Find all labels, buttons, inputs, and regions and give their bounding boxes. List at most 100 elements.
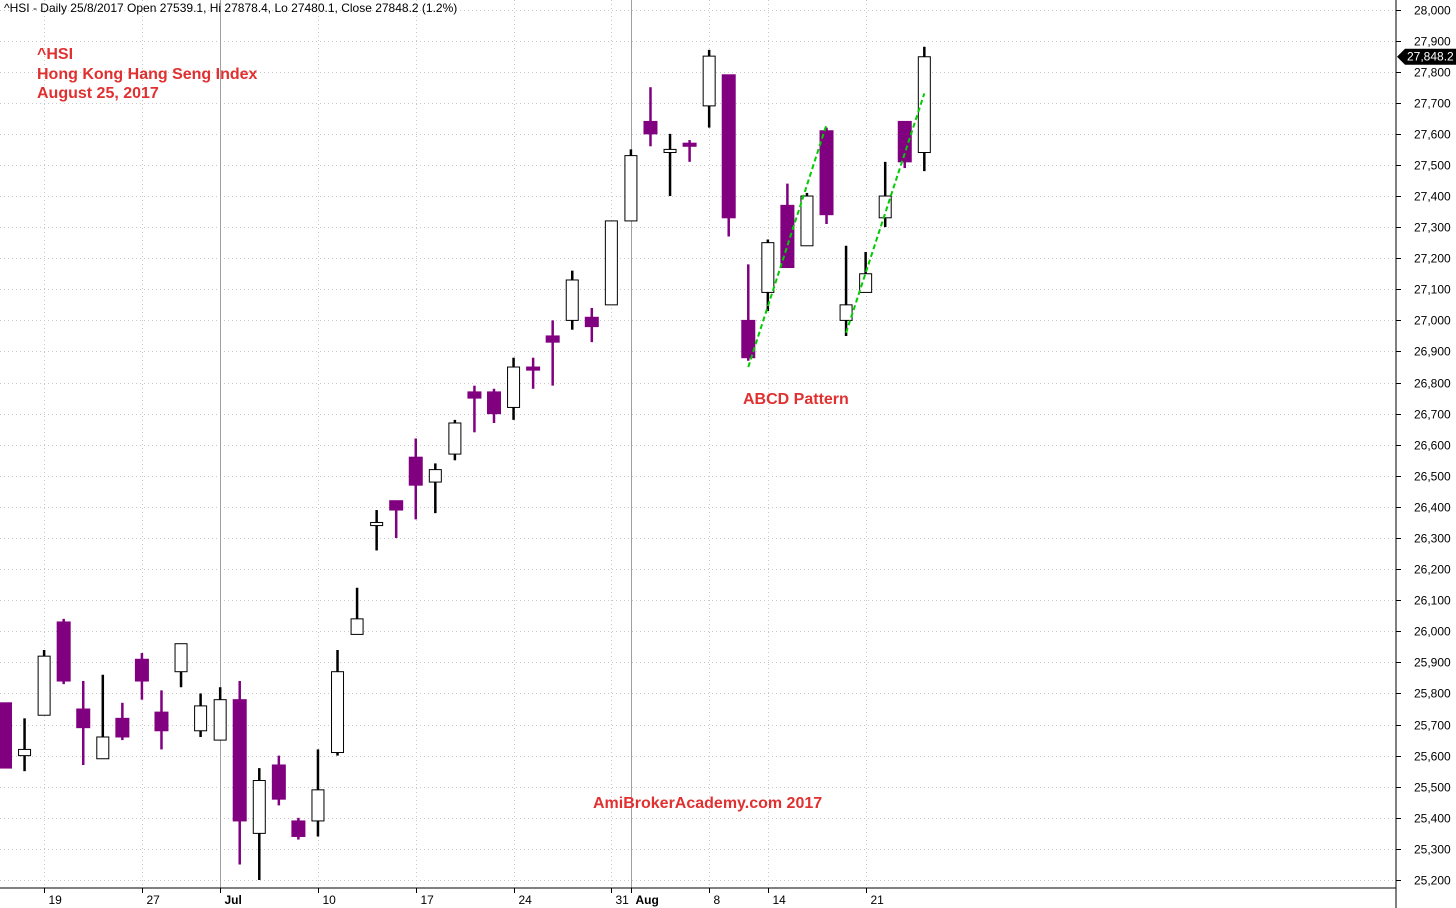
candle-body: [370, 521, 384, 527]
candle-body: [859, 273, 873, 293]
y-tick-label: 27,300: [1414, 221, 1451, 235]
candle-bearish: [897, 120, 912, 169]
y-tick-label: 26,600: [1414, 439, 1451, 453]
y-tick-label: 26,100: [1414, 594, 1451, 608]
candle-bullish: [448, 419, 462, 461]
y-tick-label: 26,200: [1414, 563, 1451, 577]
candle-bearish: [0, 702, 12, 769]
candle-bullish: [331, 649, 345, 756]
candle-bearish: [780, 183, 795, 269]
y-tick-label: 28,000: [1414, 4, 1451, 18]
x-tick-label: Jul: [225, 893, 242, 907]
candle-bearish: [291, 817, 306, 840]
candle-body: [741, 319, 756, 359]
candle-body: [467, 391, 482, 399]
y-tick-label: 26,800: [1414, 377, 1451, 391]
candle-body: [780, 204, 795, 269]
candle-body: [682, 142, 697, 147]
pattern-annotation: ABCD Pattern: [743, 391, 849, 408]
y-tick-label: 25,200: [1414, 874, 1451, 888]
candle-body: [428, 469, 442, 483]
y-tick-label: 27,100: [1414, 283, 1451, 297]
candle-body: [232, 699, 247, 822]
candle-body: [331, 671, 345, 754]
watermark: AmiBrokerAcademy.com 2017: [593, 795, 822, 812]
candle-body: [526, 366, 541, 371]
candle-bullish: [702, 49, 716, 128]
y-tick-label: 25,600: [1414, 750, 1451, 764]
candle-body: [721, 74, 736, 219]
x-tick-label: 10: [323, 893, 337, 907]
candle-body: [213, 699, 227, 741]
candle-body: [604, 220, 618, 306]
candle-bullish: [839, 245, 853, 336]
candle-bearish: [741, 264, 756, 361]
candle-body: [624, 155, 638, 222]
candle-bullish: [859, 251, 873, 293]
candle-body: [18, 748, 32, 757]
chart-info-line: ^HSI - Daily 25/8/2017 Open 27539.1, Hi …: [4, 1, 457, 15]
candle-body: [350, 618, 364, 635]
candle-bearish: [232, 681, 247, 865]
x-tick-label: 19: [49, 893, 63, 907]
y-axis: 25,200 25,300 25,400 25,500 25,600 25,700 25,8…: [1396, 4, 1451, 888]
candle-bearish: [408, 438, 423, 520]
x-tick-label: 24: [519, 893, 533, 907]
candle-bullish: [174, 643, 188, 688]
candle-body: [291, 820, 306, 837]
y-tick-label: 26,900: [1414, 345, 1451, 359]
candle-bearish: [682, 140, 697, 162]
y-tick-label: 26,700: [1414, 408, 1451, 422]
candle-bearish: [467, 385, 482, 433]
candle-body: [761, 242, 775, 293]
candle-body: [76, 708, 91, 729]
y-tick-label: 27,900: [1414, 35, 1451, 49]
candle-body: [545, 335, 560, 343]
candle-bullish: [917, 46, 931, 172]
candle-body: [819, 130, 834, 216]
y-tick-label: 27,600: [1414, 128, 1451, 142]
candle-body: [56, 621, 71, 682]
title-index-name: Hong Kong Hang Seng Index: [37, 66, 258, 83]
candle-bullish: [663, 133, 677, 197]
candle-body: [702, 55, 716, 107]
candle-body: [897, 120, 912, 163]
trendline: [747, 124, 828, 368]
candle-body: [507, 366, 521, 408]
candle-body: [389, 500, 404, 511]
y-tick-label: 25,900: [1414, 656, 1451, 670]
candle-bullish: [96, 674, 110, 760]
y-tick-label: 25,700: [1414, 719, 1451, 733]
candle-bearish: [389, 500, 404, 539]
candle-bearish: [545, 320, 560, 386]
candle-bullish: [878, 161, 892, 228]
candle-bearish: [487, 388, 501, 423]
candle-body: [584, 316, 599, 328]
candle-bullish: [252, 768, 266, 880]
candle-body: [408, 456, 423, 486]
candle-bearish: [154, 690, 169, 750]
y-tick-label: 25,500: [1414, 781, 1451, 795]
candle-bearish: [526, 357, 541, 389]
candle-bullish: [194, 693, 208, 737]
candle-bullish: [311, 749, 325, 837]
candle-body: [448, 422, 462, 455]
candle-body: [252, 780, 266, 834]
candle-body: [643, 120, 658, 135]
x-tick-label: 31: [616, 893, 630, 907]
title-symbol: ^HSI: [37, 46, 73, 63]
candle-bullish: [565, 270, 579, 330]
grid-layer: [0, 0, 1396, 888]
candle-body: [271, 764, 286, 800]
candle-body: [487, 391, 501, 415]
candle-bullish: [18, 718, 32, 772]
candle-bullish: [350, 587, 364, 635]
trendline-layer: [747, 93, 926, 368]
x-tick-label: 21: [871, 893, 885, 907]
candle-bullish: [800, 192, 814, 247]
y-tick-label: 26,500: [1414, 470, 1451, 484]
candle-body: [134, 658, 149, 682]
candle-body: [0, 702, 12, 769]
